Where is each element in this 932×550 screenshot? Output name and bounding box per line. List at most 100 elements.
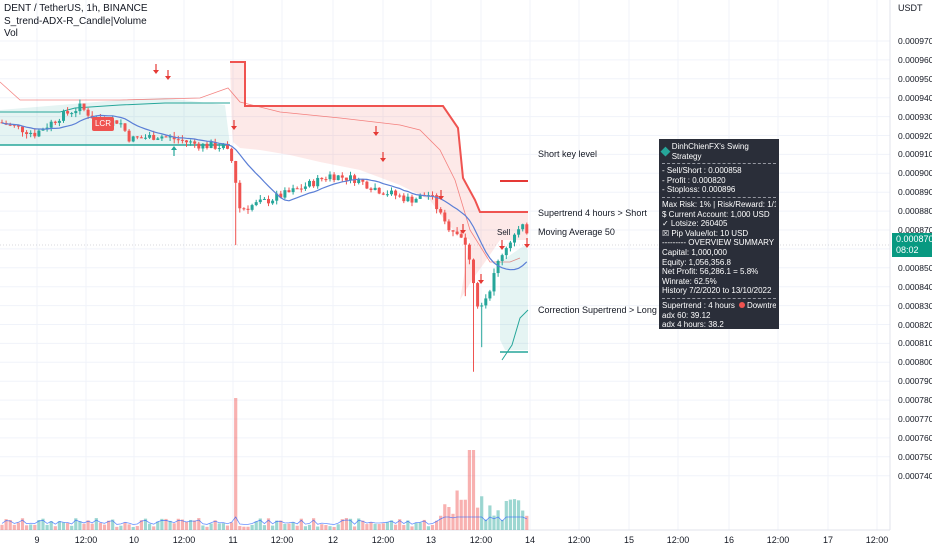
volume-title[interactable]: Vol <box>4 28 18 39</box>
volume-bar <box>447 507 451 530</box>
volume-bar <box>143 518 148 530</box>
candle-body <box>303 186 307 189</box>
volume-bar <box>414 522 418 530</box>
candle-body <box>12 124 16 126</box>
candle-body <box>361 179 365 182</box>
volume-bar <box>353 526 357 530</box>
candlesticks <box>0 99 529 372</box>
candle-body <box>230 148 234 162</box>
candle-body <box>484 298 488 306</box>
candle-body <box>8 124 12 126</box>
candle-body <box>291 188 295 193</box>
candle-body <box>275 193 279 201</box>
indicator-title[interactable]: S_trend-ADX-R_Candle|Volume <box>4 15 147 27</box>
candle-body <box>328 174 332 180</box>
volume-bar <box>496 510 500 530</box>
uptrend-fill <box>0 98 230 145</box>
volume-bar <box>148 523 152 530</box>
lcr-label: LCR <box>92 117 114 131</box>
time-tick-label: 12:00 <box>172 535 196 545</box>
candle-body <box>246 208 250 210</box>
correction-fill <box>500 245 528 350</box>
candle-body <box>74 111 78 114</box>
volume-bar <box>94 518 98 530</box>
volume-bar <box>209 523 213 530</box>
candle-body <box>267 198 270 204</box>
candle-body <box>238 182 242 209</box>
volume-bar <box>238 526 242 530</box>
volume-bar <box>418 522 422 530</box>
supertrend-line: Supertrend : 4 hours Downtrend <box>662 301 776 311</box>
candle-body <box>127 130 131 142</box>
volume-bar <box>184 522 189 530</box>
candle-body <box>369 188 373 190</box>
candle-body <box>254 202 258 206</box>
candle-body <box>521 224 525 230</box>
volume-bar <box>328 526 332 530</box>
volume-bar <box>12 524 16 530</box>
volume-bar <box>275 520 279 530</box>
candle-body <box>451 230 455 232</box>
time-tick-label: 16 <box>723 535 735 545</box>
down-arrow-icon <box>153 70 159 74</box>
time-tick-label: 12 <box>327 535 339 545</box>
volume-bar <box>0 524 4 530</box>
supertrend-short-label: Supertrend 4 hours > Short <box>538 208 647 218</box>
volume-bar <box>307 524 312 530</box>
price-tick-label: 0.000770 <box>898 414 932 424</box>
candle-body <box>504 248 508 256</box>
candle-body <box>435 195 439 210</box>
price-tick-label: 0.000820 <box>898 319 932 330</box>
candle-body <box>62 111 65 121</box>
volume-bar <box>230 522 234 530</box>
volume-bar <box>332 526 336 530</box>
time-tick-label: 12:00 <box>469 535 493 545</box>
volume-bar <box>164 518 168 530</box>
summary-line: Capital: 1,000,000 <box>662 247 727 257</box>
volume-bar <box>508 499 512 530</box>
candle-body <box>234 161 238 183</box>
candle-body <box>373 187 377 190</box>
time-tick-label: 9 <box>34 535 40 545</box>
candle-body <box>78 103 82 112</box>
candle-body <box>226 143 229 149</box>
volume-bar <box>127 524 131 530</box>
candle-body <box>131 136 135 142</box>
symbol-title[interactable]: DENT / TetherUS, 1h, BINANCE <box>4 3 148 14</box>
price-tick-label: 0.000950 <box>898 73 932 84</box>
candle-body <box>467 244 471 260</box>
volume-bar <box>385 522 389 530</box>
volume-bar <box>37 520 41 530</box>
price-tick-label: 0.000750 <box>898 451 932 462</box>
risk-line: $ Current Account: 1,000 USD <box>662 209 770 219</box>
volume-bar <box>517 500 521 530</box>
candle-body <box>86 109 90 116</box>
currency-label[interactable]: USDT <box>898 3 923 13</box>
volume-bar <box>139 520 143 530</box>
bar-countdown: 08:02 <box>896 245 919 255</box>
volume-bar <box>135 526 139 530</box>
candle-body <box>16 125 20 127</box>
overlay-lines <box>1 114 528 271</box>
candle-body <box>29 132 33 135</box>
price-tick-label: 0.000830 <box>898 300 932 311</box>
time-tick-label: 12:00 <box>865 535 889 545</box>
candle-body <box>123 123 127 131</box>
downtrend-dot-icon <box>738 301 745 308</box>
volume-bar <box>324 525 328 530</box>
chart-legend: DENT / TetherUS, 1h, BINANCE S_trend-ADX… <box>4 3 148 41</box>
uptrend-inner-line <box>0 102 230 113</box>
volume-bar <box>512 499 517 530</box>
volume-bar <box>299 518 303 530</box>
volume-bar <box>123 522 127 530</box>
candle-body <box>418 194 422 199</box>
volume-bar <box>287 523 291 530</box>
volume-bar <box>172 523 176 530</box>
volume-bar <box>250 524 254 530</box>
up-arrow-icon <box>171 146 177 150</box>
volume-bar <box>320 524 324 530</box>
candle-body <box>242 208 246 210</box>
volume-bar <box>82 523 86 530</box>
candle-body <box>217 148 221 150</box>
